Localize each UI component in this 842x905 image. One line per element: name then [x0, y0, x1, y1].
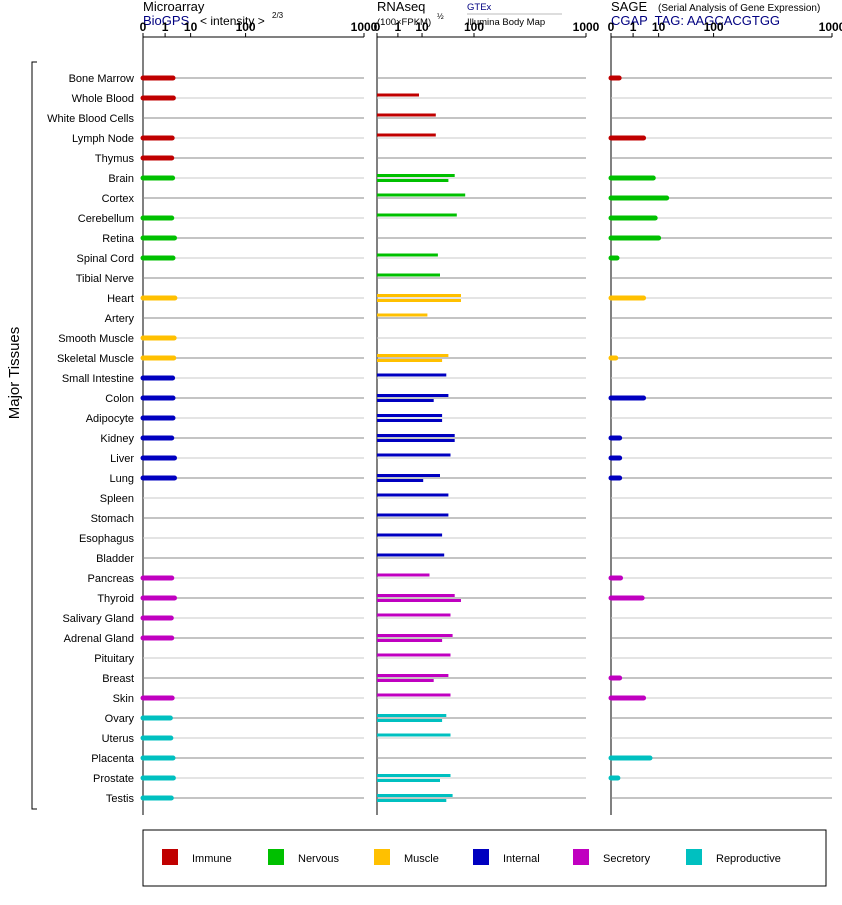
rnaseq-tick-label: 0 — [374, 20, 381, 34]
sage-tick-label: 100 — [704, 20, 724, 34]
microarray-tick-label: 1000 — [351, 20, 378, 34]
microarray-tick-label: 100 — [236, 20, 256, 34]
sage-tick-label: 1000 — [819, 20, 842, 34]
microarray-unit-sup: 2/3 — [272, 11, 284, 20]
category-label: Adrenal Gland — [64, 633, 134, 645]
category-label: Artery — [105, 313, 135, 325]
category-label: Uterus — [102, 733, 135, 745]
microarray-tick-label: 1 — [162, 20, 169, 34]
category-label: Lymph Node — [72, 133, 134, 145]
category-label: Whole Blood — [72, 93, 134, 105]
microarray-source: BioGPS — [143, 13, 190, 28]
category-label: Adipocyte — [86, 413, 134, 425]
category-label: Colon — [105, 393, 134, 405]
rnaseq-tick-label: 1000 — [573, 20, 600, 34]
category-label: Retina — [102, 233, 135, 245]
category-label: Skeletal Muscle — [57, 353, 134, 365]
category-label: Small Intestine — [62, 373, 134, 385]
microarray-tick-label: 0 — [140, 20, 147, 34]
sage-tick-label: 1 — [630, 20, 637, 34]
category-label: Liver — [110, 453, 134, 465]
category-label: Pituitary — [94, 653, 134, 665]
sage-tick-label: 10 — [652, 20, 666, 34]
category-label: Salivary Gland — [62, 613, 134, 625]
category-label: Kidney — [100, 433, 134, 445]
sage-tick-label: 0 — [608, 20, 615, 34]
category-label: Smooth Muscle — [58, 333, 134, 345]
rnaseq-unit: (100×FPKM) — [377, 17, 431, 28]
sage-tag: CGAP TAG: AAGCACGTGG — [611, 13, 780, 28]
legend-swatch-nervous — [268, 849, 284, 865]
category-label: Cerebellum — [78, 213, 134, 225]
rnaseq-unit-sup: ½ — [437, 12, 444, 21]
category-label: Thymus — [95, 153, 135, 165]
category-label: Placenta — [91, 753, 135, 765]
category-label: Heart — [107, 293, 134, 305]
category-label: Lung — [110, 473, 134, 485]
category-label: Esophagus — [79, 533, 135, 545]
rnaseq-tick-label: 1 — [395, 20, 402, 34]
category-label: Cortex — [102, 193, 135, 205]
category-label: Tibial Nerve — [76, 273, 134, 285]
legend-label-nervous: Nervous — [298, 853, 339, 865]
rnaseq-source-illumina: Illumina Body Map — [467, 17, 545, 28]
category-label: Skin — [113, 693, 134, 705]
sage-subtitle: (Serial Analysis of Gene Expression) — [658, 3, 820, 14]
microarray-title: Microarray — [143, 0, 205, 14]
sage-title: SAGE — [611, 0, 647, 14]
category-label: Bladder — [96, 553, 134, 565]
rnaseq-tick-label: 100 — [464, 20, 484, 34]
rnaseq-source-gtex: GTEx — [467, 2, 492, 13]
y-group-label: Major Tissues — [6, 327, 23, 420]
legend: Immune Nervous Muscle Internal Secretory Repr… — [162, 849, 781, 865]
legend-swatch-reproductive — [686, 849, 702, 865]
category-label: Thyroid — [97, 593, 134, 605]
legend-swatch-immune — [162, 849, 178, 865]
legend-label-reproductive: Reproductive — [716, 853, 781, 865]
category-label: Brain — [108, 173, 134, 185]
rnaseq-tick-label: 10 — [415, 20, 429, 34]
category-label: Prostate — [93, 773, 134, 785]
category-label: Ovary — [105, 713, 135, 725]
category-label: Stomach — [91, 513, 134, 525]
category-label: Spinal Cord — [77, 253, 134, 265]
y-group-bracket — [31, 61, 37, 810]
legend-swatch-secretory — [573, 849, 589, 865]
chart-dynamic-layer: 011010010000110100100001101001000Bone Ma… — [47, 20, 842, 815]
microarray-unit: < intensity > — [200, 14, 265, 28]
category-label: Pancreas — [88, 573, 135, 585]
category-label: White Blood Cells — [47, 113, 134, 125]
category-label: Breast — [102, 673, 134, 685]
legend-swatch-internal — [473, 849, 489, 865]
legend-swatch-muscle — [374, 849, 390, 865]
rnaseq-title: RNAseq — [377, 0, 425, 14]
legend-label-immune: Immune — [192, 853, 232, 865]
legend-label-secretory: Secretory — [603, 853, 651, 865]
category-label: Bone Marrow — [69, 73, 134, 85]
microarray-tick-label: 10 — [184, 20, 198, 34]
legend-label-muscle: Muscle — [404, 853, 439, 865]
category-label: Spleen — [100, 493, 134, 505]
legend-label-internal: Internal — [503, 853, 540, 865]
category-label: Testis — [106, 793, 135, 805]
